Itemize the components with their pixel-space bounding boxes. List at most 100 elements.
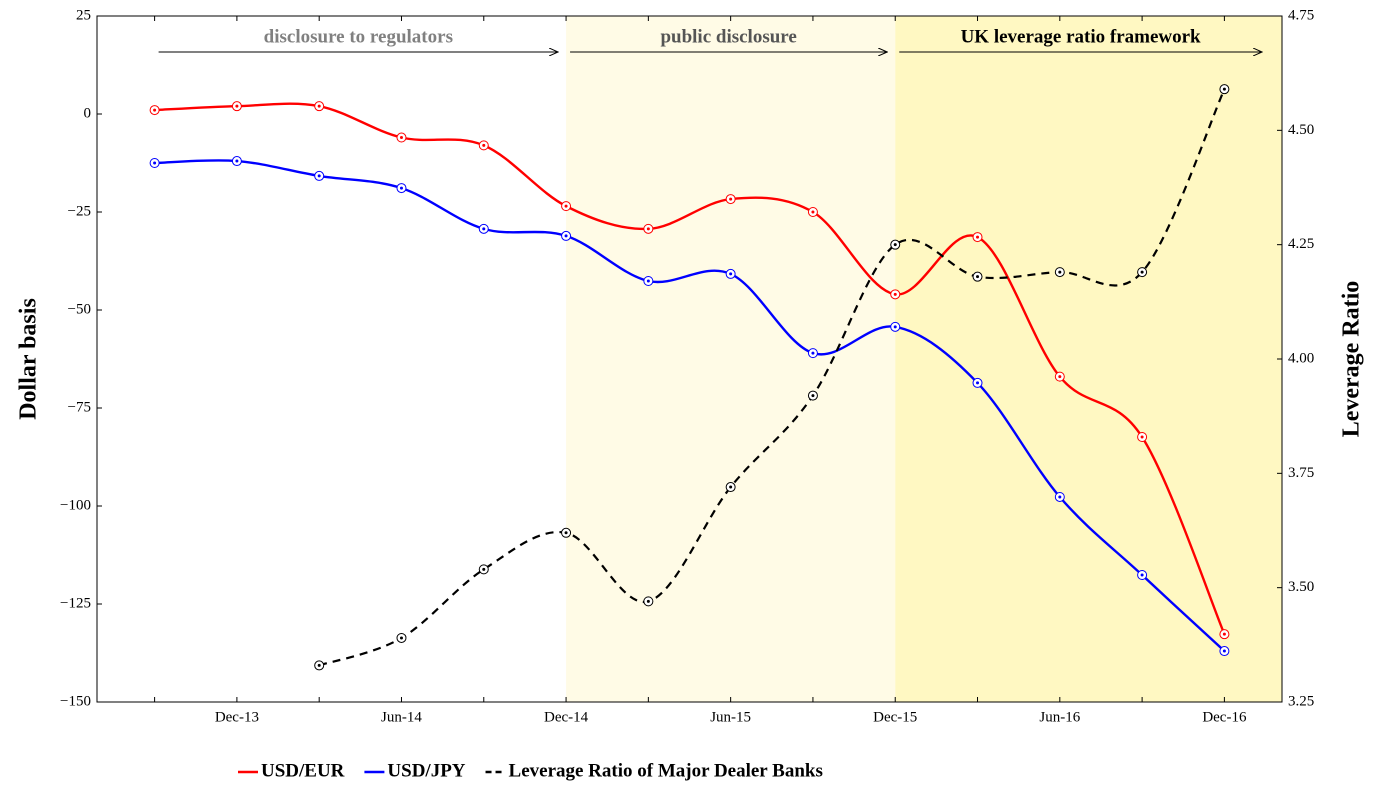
y-tick-label: −75 xyxy=(68,399,91,415)
marker-dot xyxy=(317,663,321,667)
data-point xyxy=(561,527,572,538)
data-point xyxy=(890,239,901,250)
marker-dot xyxy=(399,186,403,190)
marker-dot xyxy=(564,531,568,535)
marker-dot xyxy=(1222,632,1226,636)
legend-label: USD/EUR xyxy=(261,760,345,781)
data-point xyxy=(890,289,901,300)
y2-tick-label: 4.75 xyxy=(1288,7,1314,23)
marker-dot xyxy=(729,197,733,201)
marker-dot xyxy=(1140,435,1144,439)
data-point xyxy=(1137,432,1148,443)
data-point xyxy=(561,201,572,212)
data-point xyxy=(478,564,489,575)
x-tick-label: Jun-16 xyxy=(1039,709,1080,725)
data-point xyxy=(1137,569,1148,580)
data-point xyxy=(643,596,654,607)
y-tick-label: −150 xyxy=(60,693,91,709)
y-tick-label: −50 xyxy=(68,301,91,317)
x-tick-label: Jun-15 xyxy=(710,709,751,725)
data-point xyxy=(972,377,983,388)
marker-dot xyxy=(564,204,568,208)
data-point xyxy=(643,223,654,234)
data-point xyxy=(478,223,489,234)
marker-dot xyxy=(482,567,486,571)
x-tick-label: Dec-14 xyxy=(544,709,589,725)
y2-tick-label: 4.00 xyxy=(1288,350,1314,366)
marker-dot xyxy=(317,104,321,108)
marker-dot xyxy=(976,381,980,385)
y2-axis-title: Leverage Ratio xyxy=(1339,281,1365,438)
legend-label: USD/JPY xyxy=(387,760,465,781)
data-point xyxy=(149,105,160,116)
y-axis-title: Dollar basis xyxy=(16,298,42,420)
marker-dot xyxy=(1058,270,1062,274)
data-point xyxy=(972,271,983,282)
region-label: disclosure to regulators xyxy=(264,26,453,47)
marker-dot xyxy=(729,272,733,276)
data-point xyxy=(972,232,983,243)
series-line xyxy=(318,88,1226,667)
marker-dot xyxy=(1140,270,1144,274)
y-tick-label: −100 xyxy=(60,497,91,513)
marker-dot xyxy=(976,275,980,279)
y2-tick-label: 4.50 xyxy=(1288,122,1314,138)
data-point xyxy=(561,230,572,241)
data-point xyxy=(890,321,901,332)
data-point xyxy=(396,632,407,643)
marker-dot xyxy=(482,227,486,231)
y-tick-label: 25 xyxy=(76,7,91,23)
marker-dot xyxy=(153,161,157,165)
marker-dot xyxy=(1058,495,1062,499)
data-point xyxy=(314,660,325,671)
data-point xyxy=(314,101,325,112)
y2-tick-label: 3.50 xyxy=(1288,579,1314,595)
y2-tick-label: 3.75 xyxy=(1288,465,1314,481)
marker-dot xyxy=(976,235,980,239)
data-point xyxy=(807,390,818,401)
marker-dot xyxy=(1222,87,1226,91)
data-point xyxy=(478,140,489,151)
marker-dot xyxy=(399,136,403,140)
marker-dot xyxy=(1140,573,1144,577)
x-tick-label: Dec-15 xyxy=(873,709,917,725)
marker-dot xyxy=(893,325,897,329)
data-point xyxy=(231,156,242,167)
data-point xyxy=(1054,491,1065,502)
data-point xyxy=(1137,267,1148,278)
marker-dot xyxy=(564,234,568,238)
marker-dot xyxy=(153,108,157,112)
marker-dot xyxy=(893,243,897,247)
data-point xyxy=(807,207,818,217)
marker-dot xyxy=(235,159,239,163)
data-point xyxy=(396,132,407,143)
data-point xyxy=(314,170,325,181)
data-point xyxy=(725,268,736,279)
marker-dot xyxy=(399,636,403,640)
region xyxy=(566,16,896,702)
x-tick-label: Dec-13 xyxy=(215,709,259,725)
marker-dot xyxy=(646,227,650,231)
region-label: public disclosure xyxy=(660,26,796,47)
marker-dot xyxy=(646,279,650,283)
marker-dot xyxy=(235,104,239,108)
data-point xyxy=(807,348,818,359)
marker-dot xyxy=(646,599,650,603)
data-point xyxy=(643,275,654,286)
marker-dot xyxy=(811,210,815,214)
data-point xyxy=(231,101,242,112)
marker-dot xyxy=(317,174,321,178)
region-label: UK leverage ratio framework xyxy=(961,26,1201,47)
data-point xyxy=(1054,371,1065,382)
marker-dot xyxy=(811,394,815,398)
region xyxy=(895,16,1282,702)
data-point xyxy=(1054,267,1065,278)
y-tick-label: 0 xyxy=(84,105,92,121)
marker-dot xyxy=(729,485,733,489)
marker-dot xyxy=(893,292,897,296)
x-tick-label: Jun-14 xyxy=(381,709,422,725)
data-point xyxy=(725,482,736,493)
data-point xyxy=(725,194,736,205)
marker-dot xyxy=(1222,649,1226,653)
